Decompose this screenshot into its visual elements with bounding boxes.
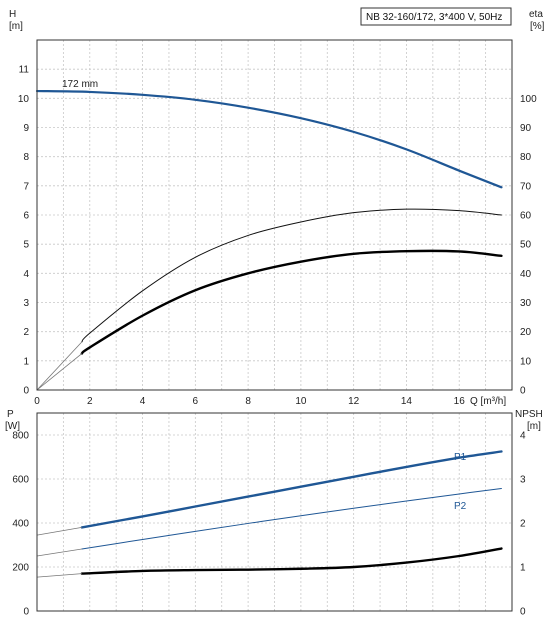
head-curve bbox=[35, 89, 503, 189]
power-tick-label: 800 bbox=[12, 431, 29, 442]
efficiency-tick-label: 50 bbox=[520, 240, 532, 251]
impeller-diameter-label: 172 mm bbox=[62, 79, 98, 90]
flow-tick-label: 6 bbox=[193, 396, 199, 407]
flow-tick-label: 16 bbox=[454, 396, 466, 407]
npsh-axis-label: NPSH bbox=[515, 409, 543, 420]
chart-title: NB 32-160/172, 3*400 V, 50Hz bbox=[366, 12, 502, 23]
npsh-axis-unit: [m] bbox=[527, 421, 541, 432]
title-box-frame bbox=[360, 7, 512, 26]
p2-power-curve bbox=[81, 487, 502, 550]
npsh-tick-label: 4 bbox=[520, 431, 526, 442]
head-efficiency-grid bbox=[37, 40, 512, 390]
head-tick-label: 3 bbox=[23, 298, 29, 309]
efficiency-axis-unit: [%] bbox=[530, 21, 545, 32]
p2-series-label: P2 bbox=[454, 501, 467, 512]
head-tick-label: 1 bbox=[23, 356, 29, 367]
power-npsh-ticks: 0 200 400 600 800 0 1 2 3 4 bbox=[12, 431, 526, 618]
efficiency-tick-label: 10 bbox=[520, 356, 532, 367]
power-tick-label: 600 bbox=[12, 475, 29, 486]
power-npsh-plot-frame bbox=[36, 412, 513, 612]
head-tick-label: 8 bbox=[23, 152, 29, 163]
head-efficiency-plot-frame bbox=[36, 39, 513, 391]
efficiency-curve bbox=[81, 208, 502, 343]
efficiency-tick-label: 100 bbox=[520, 94, 537, 105]
p1-power-curve bbox=[80, 450, 503, 529]
efficiency-tick-label: 30 bbox=[520, 298, 532, 309]
npsh-tick-label: 1 bbox=[520, 563, 526, 574]
flow-tick-label: 4 bbox=[140, 396, 146, 407]
head-efficiency-series bbox=[35, 89, 503, 391]
efficiency-tick-label: 20 bbox=[520, 327, 532, 338]
head-tick-label: 5 bbox=[23, 240, 29, 251]
npsh-tick-label: 2 bbox=[520, 519, 526, 530]
flow-tick-label: 14 bbox=[401, 396, 413, 407]
flow-tick-label: 10 bbox=[295, 396, 307, 407]
power-npsh-panel: 0 200 400 600 800 0 1 2 3 4 P [W] NPSH [m] P1 P2 bbox=[5, 409, 543, 618]
p1-series-label: P1 bbox=[454, 452, 467, 463]
secondary-head-curve bbox=[80, 249, 503, 355]
efficiency-tick-label: 80 bbox=[520, 152, 532, 163]
efficiency-tick-label: 0 bbox=[520, 386, 526, 397]
extrapolation-line bbox=[36, 548, 82, 557]
power-tick-label: 0 bbox=[23, 607, 29, 618]
head-tick-label: 11 bbox=[19, 65, 30, 76]
head-tick-label: 7 bbox=[23, 181, 29, 192]
power-npsh-series bbox=[36, 450, 503, 578]
npsh-curve bbox=[80, 547, 503, 575]
power-npsh-grid bbox=[37, 413, 512, 611]
flow-tick-label: 8 bbox=[245, 396, 251, 407]
npsh-tick-label: 3 bbox=[520, 475, 526, 486]
extrapolation-line bbox=[36, 353, 83, 391]
power-tick-label: 400 bbox=[12, 519, 29, 530]
head-efficiency-title-box: NB 32-160/172, 3*400 V, 50Hz bbox=[360, 7, 512, 26]
head-tick-label: 10 bbox=[18, 94, 30, 105]
head-tick-label: 2 bbox=[23, 327, 29, 338]
efficiency-tick-label: 60 bbox=[520, 211, 532, 222]
efficiency-axis-label: eta bbox=[529, 9, 543, 20]
flow-axis-label: Q [m³/h] bbox=[470, 396, 506, 407]
flow-tick-label: 12 bbox=[348, 396, 360, 407]
power-axis-unit: [W] bbox=[5, 421, 20, 432]
head-axis-unit: [m] bbox=[9, 21, 23, 32]
head-tick-label: 9 bbox=[23, 123, 29, 134]
flow-tick-label: 2 bbox=[87, 396, 93, 407]
flow-tick-label: 0 bbox=[34, 396, 40, 407]
head-tick-label: 0 bbox=[23, 386, 29, 397]
extrapolation-line bbox=[36, 341, 83, 391]
head-tick-label: 4 bbox=[23, 269, 29, 280]
extrapolation-line bbox=[36, 573, 82, 578]
efficiency-tick-label: 40 bbox=[520, 269, 532, 280]
extrapolation-line bbox=[36, 527, 82, 536]
head-axis-label: H bbox=[9, 9, 16, 20]
power-axis-label: P bbox=[7, 409, 14, 420]
efficiency-tick-label: 70 bbox=[520, 181, 532, 192]
npsh-tick-label: 0 bbox=[520, 607, 526, 618]
power-tick-label: 200 bbox=[12, 563, 29, 574]
efficiency-tick-label: 90 bbox=[520, 123, 532, 134]
head-tick-label: 6 bbox=[23, 211, 29, 222]
